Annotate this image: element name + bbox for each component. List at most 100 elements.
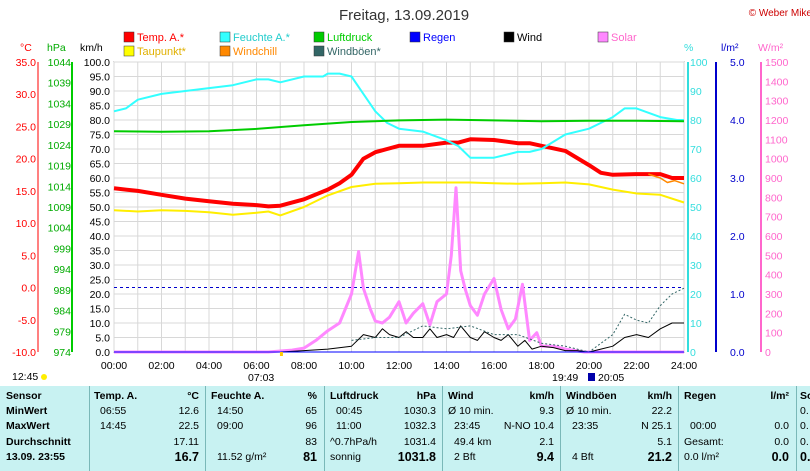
series-temp-a [113, 137, 684, 209]
kmh-tick-label: 25.0 [90, 275, 111, 287]
legend-swatch [123, 31, 135, 43]
chart-title: Freitag, 13.09.2019 [339, 7, 469, 24]
legend-swatch [123, 45, 135, 57]
kmh-tick-label: 35.0 [90, 246, 111, 258]
wind-unit: km/h [529, 390, 554, 402]
gust-max: N 25.1 [641, 420, 672, 433]
legend-label: Feuchte A.* [233, 32, 291, 44]
pressure-max-time: 11:00 [336, 420, 362, 433]
kmh-tick-label: 40.0 [90, 231, 111, 243]
pressure-header: Luftdruck [330, 390, 379, 402]
pressure-current: 1031.8 [397, 449, 436, 464]
kmh-tick-label: 70.0 [90, 144, 111, 156]
percent-tick-label: 90 [690, 86, 702, 98]
solar-unit: W/m² [758, 42, 784, 54]
gust-column: Windböen km/h Ø 10 min. 22.2 23:35 N 25.1 5… [566, 389, 672, 465]
kmh-tick-label: 50.0 [90, 202, 111, 214]
rain-tick-label: 0.0 [730, 347, 745, 359]
percent-tick-label: 10 [690, 318, 702, 330]
summary-table: Sensor MinWert MaxWert Durchschnitt 13.0… [0, 386, 810, 471]
legend-label: Taupunkt* [137, 46, 187, 58]
legend-swatch [503, 31, 515, 43]
hpa-tick-label: 1019 [48, 161, 72, 173]
x-tick-label: 06:00 [243, 360, 269, 372]
celsius-tick-label: 10.0 [16, 218, 37, 230]
solar-tick-label: 500 [765, 250, 783, 262]
rain-max: 0.0 [774, 420, 789, 433]
gust-header: Windböen [566, 390, 617, 402]
weather-forecast: sonnig [330, 450, 361, 463]
temp-header: Temp. A. [94, 390, 138, 402]
kmh-tick-label: 95.0 [90, 72, 111, 84]
sunset-label: 19:49 [552, 372, 578, 384]
series-taupunkt [113, 181, 685, 217]
kmh-tick-label: 15.0 [90, 304, 111, 316]
solar-tick-label: 400 [765, 270, 783, 282]
wind-beaufort: 2 Bft [454, 450, 476, 463]
sunrise-label: 07:03 [248, 372, 274, 384]
sun-events: 12:45 07:03 19:49 20:05 [12, 352, 624, 384]
legend-swatch [313, 31, 325, 43]
x-tick-label: 10:00 [338, 360, 364, 372]
row-label-min: MinWert [6, 405, 48, 418]
axis-ticks: 35.0 30.0 25.0 20.0 15.0 10.0 5.0 0.0 -5.0 -10.0 1… [12, 57, 788, 372]
x-tick-label: 08:00 [291, 360, 317, 372]
celsius-tick-label: -10.0 [12, 347, 36, 359]
x-tick-label: 14:00 [433, 360, 459, 372]
temp-min-time: 06:55 [100, 405, 127, 418]
kmh-tick-label: 100.0 [84, 57, 110, 69]
percent-unit: % [684, 42, 693, 54]
weather-chart: Freitag, 13.09.2019 © Weber Mike Temp. A… [12, 7, 810, 384]
celsius-tick-label: 5.0 [21, 250, 36, 262]
solar-r3: 0. [800, 435, 809, 448]
sunset-marker [588, 373, 595, 381]
kmh-tick-label: 85.0 [90, 101, 111, 113]
celsius-tick-label: 0.0 [21, 283, 36, 295]
gust-avg-10min: 22.2 [651, 405, 672, 418]
legend-swatch [219, 31, 231, 43]
celsius-tick-label: 25.0 [16, 121, 37, 133]
hpa-tick-label: 979 [53, 326, 71, 338]
x-tick-label: 20:00 [576, 360, 602, 372]
solar-tick-label: 700 [765, 212, 783, 224]
humidity-unit: % [307, 390, 317, 402]
pressure-min-time: 00:45 [336, 405, 363, 418]
gust-beaufort: 4 Bft [572, 450, 594, 463]
celsius-tick-label: -5.0 [18, 315, 36, 327]
humidity-max-time: 09:00 [217, 420, 244, 433]
solar-tick-label: 1400 [765, 76, 789, 88]
humidity-min: 65 [305, 405, 317, 418]
x-tick-label: 22:00 [623, 360, 649, 372]
kmh-tick-label: 20.0 [90, 289, 111, 301]
kmh-tick-label: 55.0 [90, 188, 111, 200]
kmh-tick-label: 10.0 [90, 318, 111, 330]
column-separator [205, 386, 206, 471]
legend-swatch [409, 31, 421, 43]
solar-r4: 0. [800, 449, 810, 464]
pressure-min: 1030.3 [403, 405, 436, 418]
rain-unit: l/m² [770, 390, 789, 402]
rain-tick-label: 3.0 [730, 173, 745, 185]
solar-tick-label: 1300 [765, 96, 789, 108]
legend-label: Luftdruck [327, 32, 373, 44]
wind-max-time: 23:45 [454, 420, 481, 433]
series-wind [114, 322, 684, 353]
humidity-current: 81 [303, 449, 317, 464]
celsius-tick-label: 15.0 [16, 186, 37, 198]
temp-max: 22.5 [178, 420, 199, 433]
x-tick-label: 24:00 [671, 360, 697, 372]
sun-marker [41, 374, 47, 380]
series-luftdruck [113, 118, 685, 133]
humidity-min-time: 14:50 [217, 405, 244, 418]
humidity-absolute: 11.52 g/m² [217, 450, 267, 463]
kmh-tick-label: 80.0 [90, 115, 111, 127]
series-windb-en [351, 287, 685, 353]
copyright-text: © Weber Mike [749, 8, 810, 19]
solar-r1: 0. [800, 405, 809, 418]
sensor-header: Sensor [6, 390, 42, 402]
hpa-tick-label: 1029 [48, 119, 72, 131]
wind-max: N-NO 10.4 [503, 420, 554, 433]
hpa-tick-label: 999 [53, 243, 71, 255]
legend-label: Windchill [233, 46, 277, 58]
series-solar [114, 186, 684, 354]
